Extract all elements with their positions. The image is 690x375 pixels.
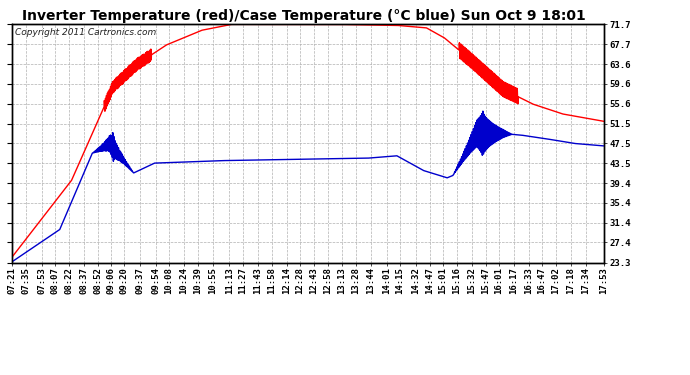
- Text: Inverter Temperature (red)/Case Temperature (°C blue) Sun Oct 9 18:01: Inverter Temperature (red)/Case Temperat…: [21, 9, 586, 23]
- Text: Copyright 2011 Cartronics.com: Copyright 2011 Cartronics.com: [15, 28, 157, 37]
